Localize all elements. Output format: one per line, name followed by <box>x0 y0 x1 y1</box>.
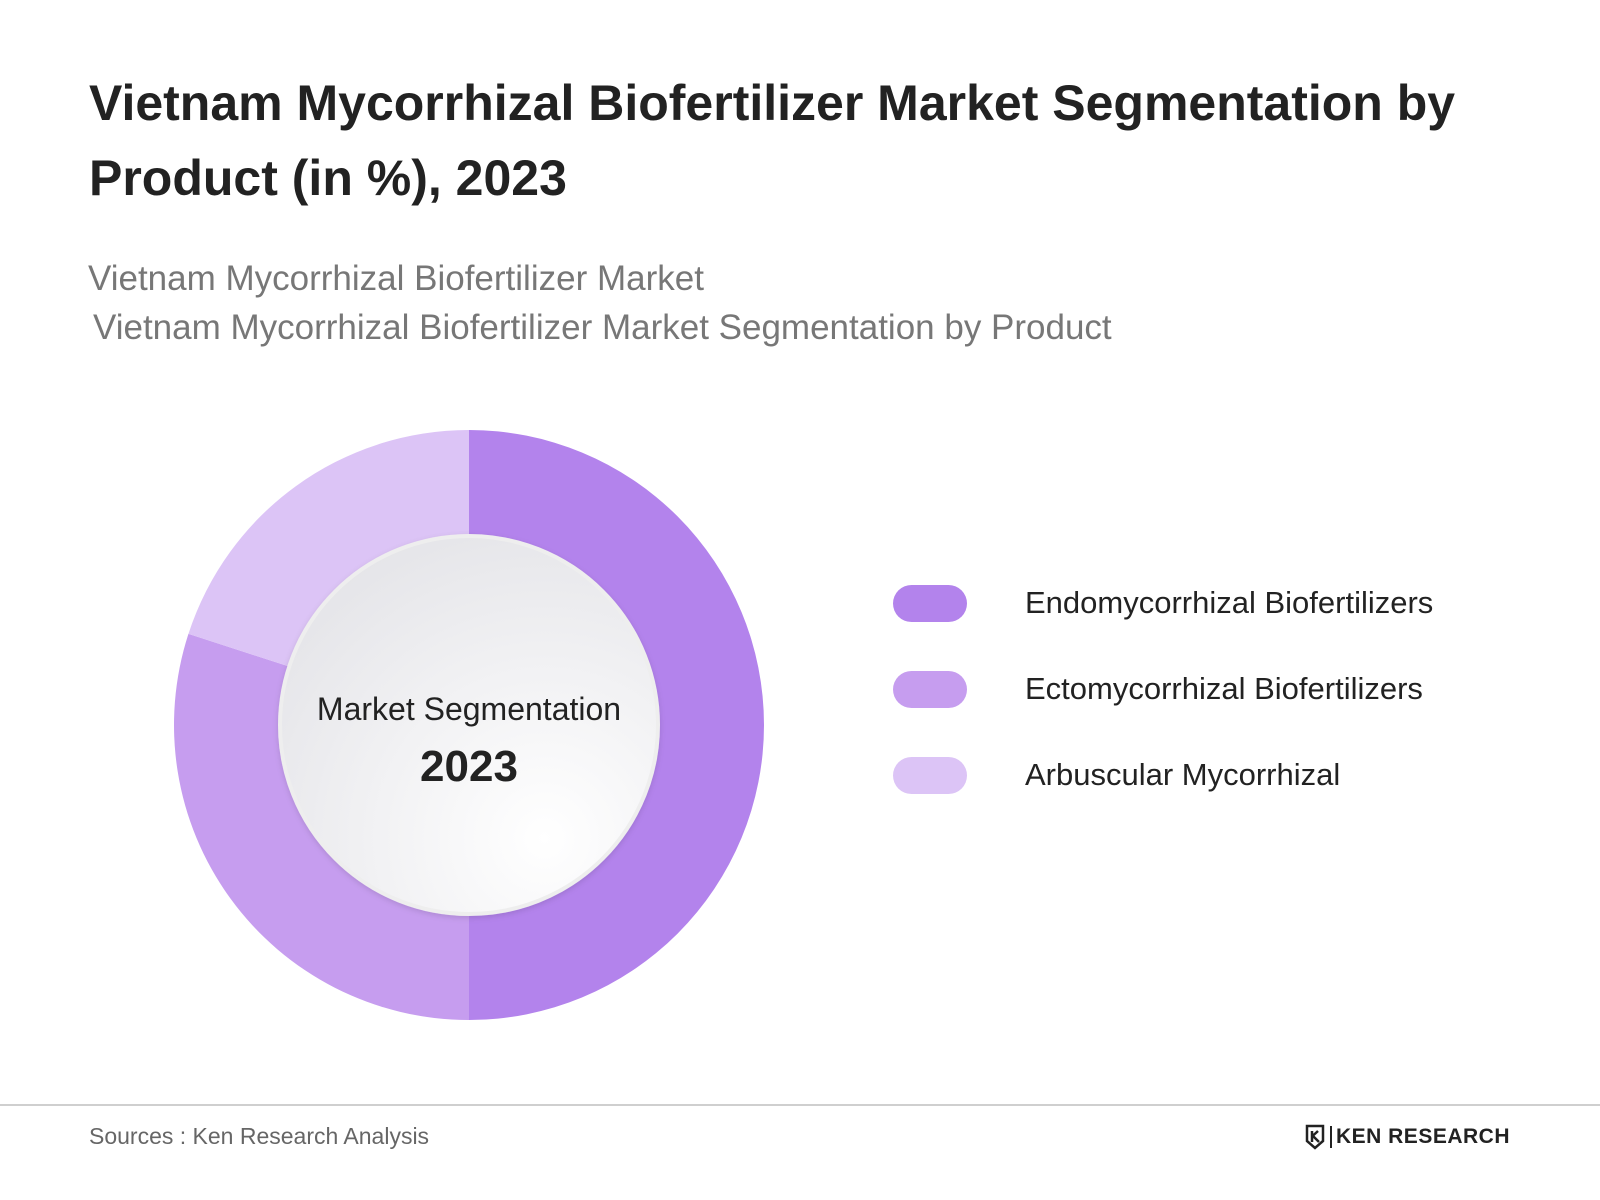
legend-label: Arbuscular Mycorrhizal <box>1025 757 1341 792</box>
source-note: Sources : Ken Research Analysis <box>89 1123 430 1149</box>
legend-swatch <box>893 670 967 708</box>
legend-item: Ectomycorrhizal Biofertilizers <box>893 646 1433 732</box>
donut-slice-0 <box>469 430 764 1020</box>
footer-divider <box>0 1104 1600 1106</box>
ken-research-logo-icon <box>1305 1124 1325 1150</box>
legend-item: Endomycorrhizal Biofertilizers <box>893 560 1433 646</box>
donut-center-label: Market Segmentation <box>317 691 621 727</box>
donut-slices <box>173 430 764 1020</box>
donut-center-year: 2023 <box>420 742 518 791</box>
donut-slice-2 <box>188 430 469 667</box>
brand-name: KEN RESEARCH <box>1335 1125 1510 1148</box>
chart-legend: Endomycorrhizal Biofertilizers Ectomycorr… <box>893 560 1433 818</box>
brand-logo: KEN RESEARCH <box>1304 1124 1510 1150</box>
brand-separator <box>1329 1126 1332 1148</box>
chart-subtitle-secondary: Vietnam Mycorrhizal Biofertilizer Market… <box>93 308 1112 347</box>
chart-title: Vietnam Mycorrhizal Biofertilizer Market… <box>89 75 1456 206</box>
chart-subtitle: Vietnam Mycorrhizal Biofertilizer Market <box>88 259 704 298</box>
legend-swatch <box>893 756 967 794</box>
legend-swatch <box>893 584 967 622</box>
donut-slice-1 <box>173 633 469 1020</box>
legend-item: Arbuscular Mycorrhizal <box>893 732 1433 818</box>
legend-label: Ectomycorrhizal Biofertilizers <box>1025 671 1423 706</box>
donut-center-disc <box>278 534 660 916</box>
legend-label: Endomycorrhizal Biofertilizers <box>1025 585 1434 620</box>
